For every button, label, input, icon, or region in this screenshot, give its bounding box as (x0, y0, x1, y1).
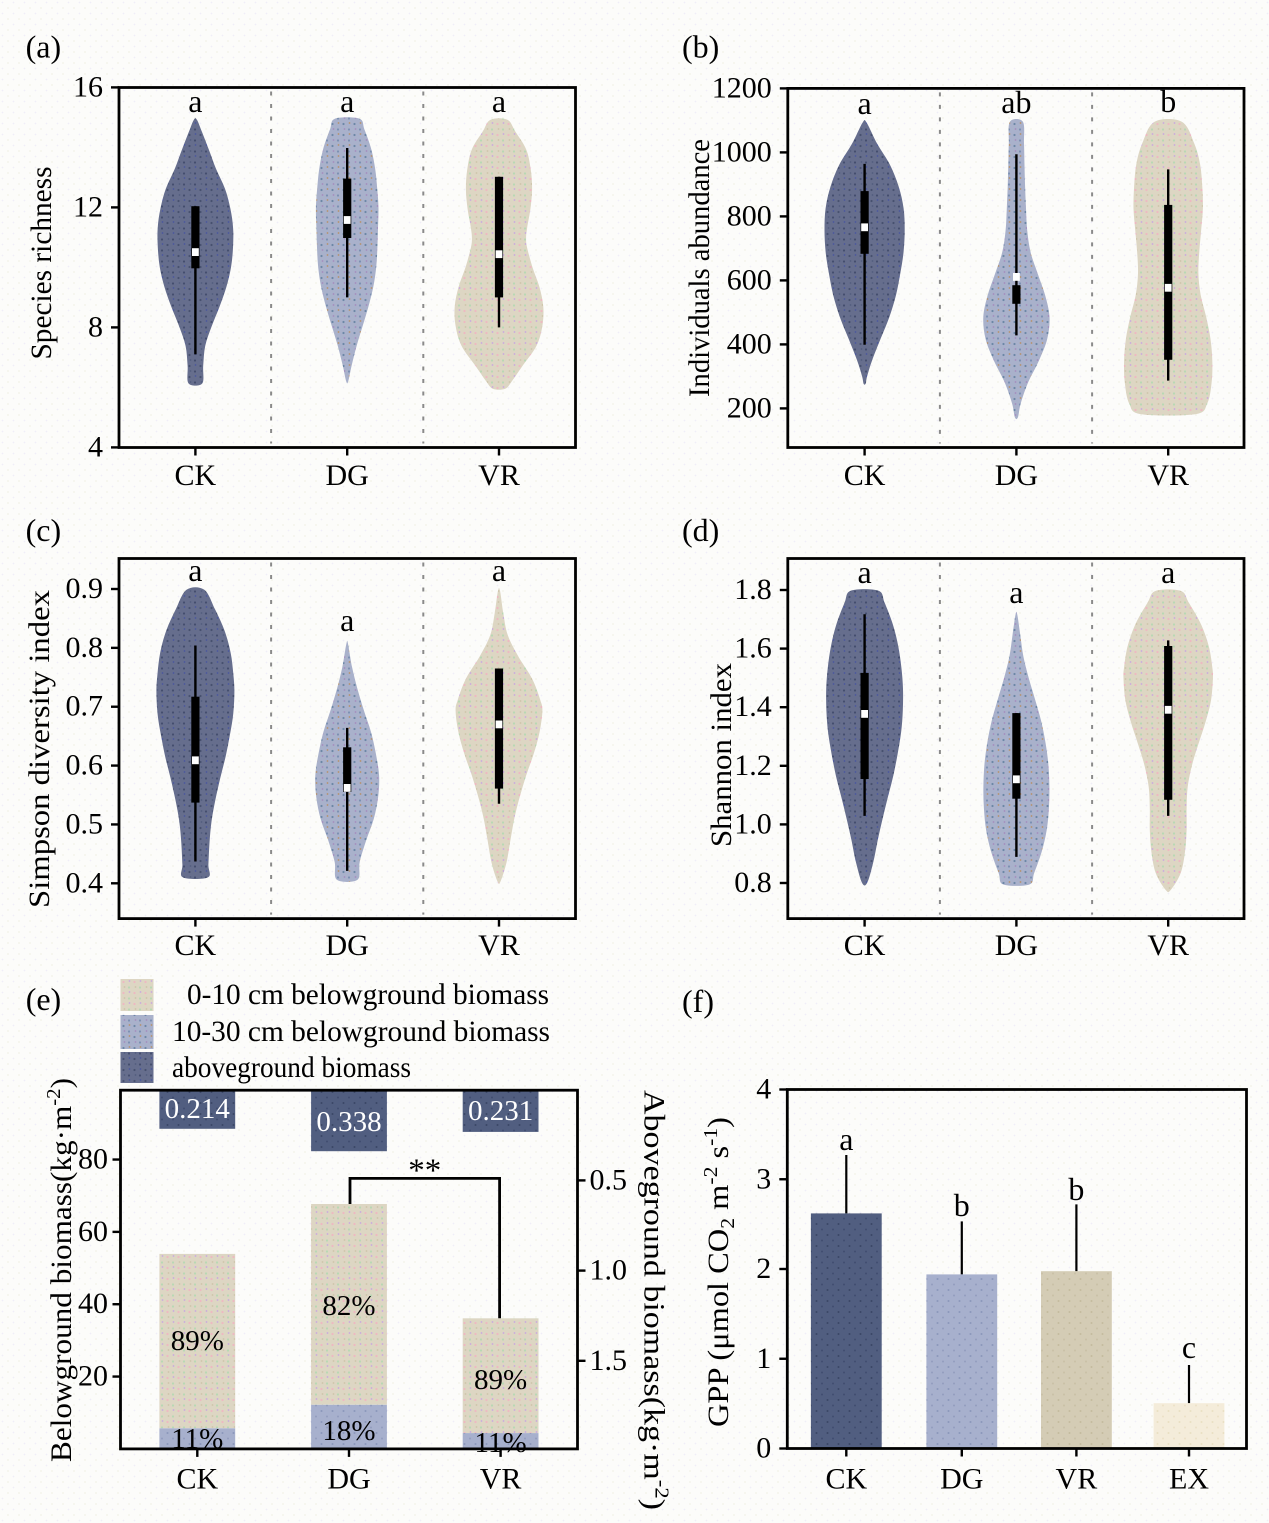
svg-text:Species richness: Species richness (25, 167, 58, 360)
svg-text:0.7: 0.7 (66, 690, 104, 723)
svg-text:**: ** (408, 1153, 441, 1189)
svg-text:89%: 89% (171, 1325, 224, 1357)
svg-text:Individuals abundance: Individuals abundance (683, 139, 716, 397)
svg-text:DG: DG (326, 929, 369, 962)
svg-text:0.5: 0.5 (590, 1163, 628, 1196)
svg-text:1.0: 1.0 (590, 1254, 628, 1287)
svg-text:VR: VR (1056, 1463, 1098, 1496)
svg-text:0.9: 0.9 (66, 572, 104, 605)
svg-text:Shannon index: Shannon index (705, 663, 738, 847)
svg-text:16: 16 (73, 70, 103, 103)
svg-text:aboveground biomass: aboveground biomass (172, 1051, 411, 1084)
svg-text:(b): (b) (682, 29, 719, 65)
svg-text:a: a (857, 554, 871, 590)
svg-text:600: 600 (727, 263, 772, 296)
svg-text:ab: ab (1001, 84, 1031, 120)
svg-text:CK: CK (825, 1463, 867, 1496)
svg-text:a: a (492, 83, 506, 119)
svg-text:0.6: 0.6 (66, 749, 104, 782)
svg-text:a: a (1161, 554, 1175, 590)
svg-text:a: a (188, 83, 202, 119)
svg-text:VR: VR (480, 1463, 522, 1496)
svg-text:800: 800 (727, 199, 772, 232)
svg-text:4: 4 (756, 1073, 771, 1106)
svg-text:10-30 cm belowground biomass: 10-30 cm belowground biomass (172, 1015, 550, 1048)
svg-text:(f): (f) (682, 983, 714, 1019)
svg-text:b: b (1068, 1171, 1084, 1207)
svg-text:20: 20 (78, 1360, 108, 1393)
svg-text:1: 1 (756, 1342, 771, 1375)
svg-text:Simpson diversity index: Simpson diversity index (23, 590, 56, 908)
svg-text:a: a (492, 552, 506, 588)
svg-text:a: a (857, 85, 871, 121)
svg-text:CK: CK (844, 929, 886, 962)
svg-text:400: 400 (727, 327, 772, 360)
svg-text:1.8: 1.8 (734, 573, 772, 606)
svg-text:0.4: 0.4 (66, 866, 104, 899)
svg-text:Aboveground biomass(kg·m-2): Aboveground biomass(kg·m-2) (638, 1090, 673, 1510)
svg-text:0.8: 0.8 (734, 866, 772, 899)
svg-text:40: 40 (78, 1287, 108, 1320)
svg-text:b: b (1160, 83, 1176, 119)
svg-text:18%: 18% (322, 1415, 375, 1447)
svg-text:1.2: 1.2 (734, 749, 772, 782)
svg-text:DG: DG (326, 459, 369, 492)
svg-text:EX: EX (1169, 1463, 1209, 1496)
svg-text:(c): (c) (26, 512, 62, 548)
svg-text:4: 4 (88, 430, 103, 463)
svg-text:VR: VR (1147, 929, 1189, 962)
svg-text:3: 3 (756, 1162, 771, 1195)
svg-text:60: 60 (78, 1215, 108, 1248)
svg-text:80: 80 (78, 1143, 108, 1176)
svg-text:1200: 1200 (712, 71, 772, 104)
svg-text:1.6: 1.6 (734, 632, 772, 665)
svg-text:b: b (954, 1187, 970, 1223)
svg-text:(a): (a) (26, 29, 62, 65)
svg-text:a: a (839, 1121, 853, 1157)
svg-text:0.214: 0.214 (165, 1093, 231, 1125)
svg-text:0.338: 0.338 (316, 1106, 381, 1138)
svg-text:8: 8 (88, 310, 103, 343)
svg-text:200: 200 (727, 391, 772, 424)
svg-text:CK: CK (175, 929, 217, 962)
svg-text:12: 12 (73, 190, 103, 223)
svg-text:Belowground biomass(kg·m-2): Belowground biomass(kg·m-2) (43, 1078, 78, 1462)
svg-text:(d): (d) (682, 512, 719, 548)
svg-text:0.8: 0.8 (66, 631, 104, 664)
svg-text:0.231: 0.231 (468, 1095, 533, 1127)
svg-text:2: 2 (756, 1252, 771, 1285)
svg-text:CK: CK (176, 1463, 218, 1496)
svg-text:a: a (340, 83, 354, 119)
svg-text:(e): (e) (26, 981, 62, 1017)
svg-text:DG: DG (995, 459, 1038, 492)
svg-text:DG: DG (995, 929, 1038, 962)
svg-text:1.4: 1.4 (734, 690, 772, 723)
svg-text:0-10 cm belowground biomass: 0-10 cm belowground biomass (187, 978, 549, 1011)
svg-text:VR: VR (478, 459, 520, 492)
svg-text:GPP (μmol CO2 m-2 s-1): GPP (μmol CO2 m-2 s-1) (700, 1117, 739, 1427)
svg-text:VR: VR (1147, 459, 1189, 492)
svg-text:a: a (1009, 574, 1023, 610)
svg-text:89%: 89% (474, 1364, 527, 1396)
svg-text:82%: 82% (322, 1290, 375, 1322)
svg-text:c: c (1182, 1329, 1196, 1365)
svg-text:CK: CK (175, 459, 217, 492)
svg-text:0.5: 0.5 (66, 807, 104, 840)
svg-text:VR: VR (478, 929, 520, 962)
svg-text:1.5: 1.5 (590, 1344, 628, 1377)
svg-text:DG: DG (940, 1463, 983, 1496)
svg-text:a: a (340, 602, 354, 638)
svg-text:1.0: 1.0 (734, 807, 772, 840)
svg-text:a: a (188, 552, 202, 588)
svg-text:0: 0 (756, 1432, 771, 1465)
svg-text:1000: 1000 (712, 135, 772, 168)
svg-text:CK: CK (844, 459, 886, 492)
svg-text:DG: DG (327, 1463, 370, 1496)
